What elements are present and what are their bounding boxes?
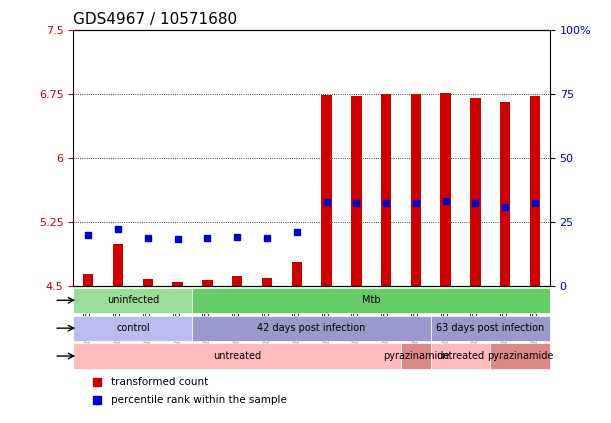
Bar: [291, 262, 302, 286]
Text: pyrazinamide: pyrazinamide: [487, 351, 554, 361]
Text: 63 days post infection: 63 days post infection: [436, 323, 544, 333]
Bar: [381, 94, 391, 286]
Bar: [232, 276, 243, 286]
Bar: [351, 96, 362, 286]
FancyBboxPatch shape: [192, 316, 431, 341]
Text: Mtb: Mtb: [362, 295, 381, 305]
Bar: [500, 102, 510, 286]
Bar: [262, 278, 272, 286]
FancyBboxPatch shape: [401, 343, 431, 368]
FancyBboxPatch shape: [431, 316, 550, 341]
FancyBboxPatch shape: [73, 316, 192, 341]
Text: GDS4967 / 10571680: GDS4967 / 10571680: [73, 12, 238, 27]
Bar: [441, 93, 451, 286]
FancyBboxPatch shape: [192, 288, 550, 313]
Text: uninfected: uninfected: [107, 295, 159, 305]
Bar: [530, 96, 540, 286]
Text: percentile rank within the sample: percentile rank within the sample: [111, 395, 287, 405]
Bar: [172, 282, 183, 286]
Text: pyrazinamide: pyrazinamide: [382, 351, 449, 361]
Text: untreated: untreated: [436, 351, 485, 361]
Text: untreated: untreated: [213, 351, 262, 361]
Text: transformed count: transformed count: [111, 377, 209, 387]
Bar: [321, 95, 332, 286]
Text: 42 days post infection: 42 days post infection: [257, 323, 366, 333]
Bar: [411, 94, 421, 286]
Text: control: control: [116, 323, 150, 333]
Bar: [202, 280, 213, 286]
Bar: [113, 244, 123, 286]
FancyBboxPatch shape: [73, 288, 192, 313]
FancyBboxPatch shape: [490, 343, 550, 368]
Bar: [83, 274, 93, 286]
Bar: [470, 98, 481, 286]
FancyBboxPatch shape: [73, 343, 401, 368]
FancyBboxPatch shape: [431, 343, 490, 368]
Bar: [142, 280, 153, 286]
